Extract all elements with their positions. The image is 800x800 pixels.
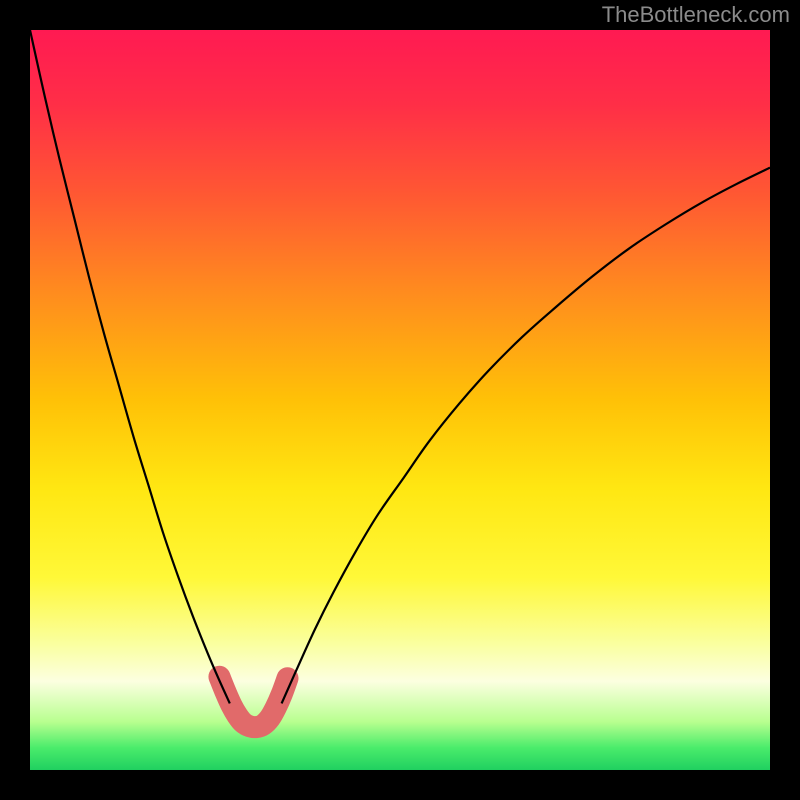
chart-frame: TheBottleneck.com (0, 0, 800, 800)
chart-svg (30, 30, 770, 770)
plot-area (30, 30, 770, 770)
watermark-text: TheBottleneck.com (602, 2, 790, 28)
